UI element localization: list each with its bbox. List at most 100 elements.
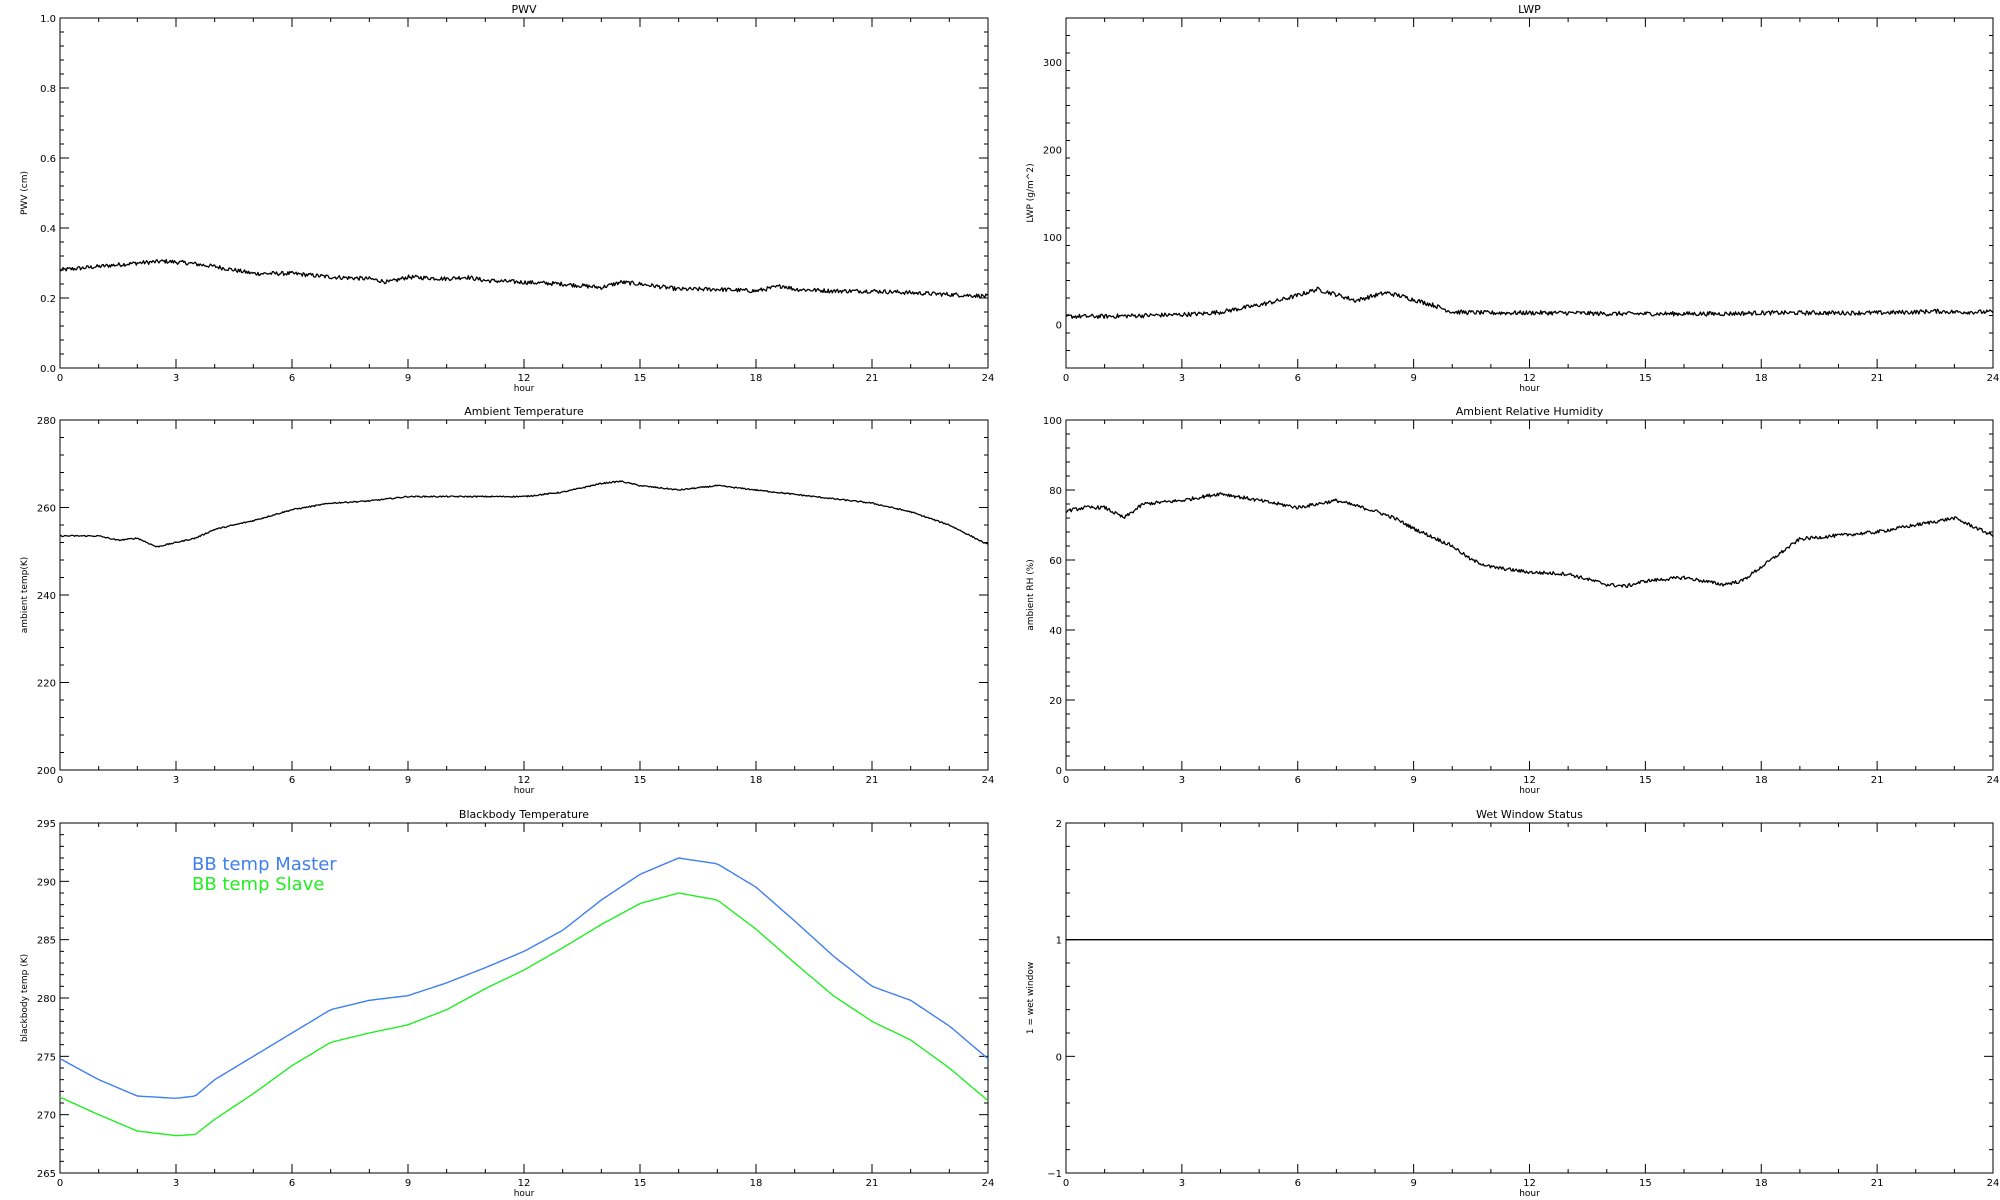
lwp-x-tick-label: 9 — [1410, 373, 1416, 384]
wet-window-status-x-tick-label: 3 — [1179, 1178, 1185, 1189]
wet-window-status-x-tick-label: 9 — [1410, 1178, 1416, 1189]
lwp-x-tick-label: 21 — [1871, 373, 1884, 384]
ambient-relative-humidity-x-tick-label: 3 — [1179, 775, 1185, 786]
pwv-x-tick-label: 0 — [57, 373, 63, 384]
lwp-plot-frame — [1065, 17, 1994, 369]
ambient-relative-humidity-x-tick-label: 12 — [1523, 775, 1536, 786]
ambient-relative-humidity-x-tick-label: 15 — [1639, 775, 1652, 786]
pwv-y-tick-label: 0.0 — [40, 364, 56, 375]
ambient-temperature-y-tick-label: 240 — [37, 591, 56, 602]
wet-window-status-plot-frame — [1065, 822, 1994, 1174]
pwv-x-tick-label: 6 — [289, 373, 295, 384]
lwp-x-tick-label: 3 — [1179, 373, 1185, 384]
lwp-title: LWP — [1518, 3, 1541, 16]
ambient-relative-humidity-y-axis-label: ambient RH (%) — [1026, 559, 1036, 631]
lwp-x-tick-label: 12 — [1523, 373, 1536, 384]
ambient-temperature-y-tick-label: 220 — [37, 679, 56, 690]
ambient-temperature-x-tick-label: 3 — [173, 775, 179, 786]
wet-window-status-x-tick-label: 18 — [1755, 1178, 1768, 1189]
pwv-y-tick-label: 1.0 — [40, 14, 56, 25]
ambient-temperature-chart: Ambient Temperature 0 3 6 9 12 15 18 21 24 hour 200… — [20, 405, 994, 796]
blackbody-temperature-x-tick-label: 9 — [405, 1178, 411, 1189]
pwv-plot-frame — [59, 17, 989, 369]
ambient-temperature-x-tick-label: 24 — [982, 775, 995, 786]
lwp-x-axis-label: hour — [1519, 384, 1540, 394]
pwv-y-tick-label: 0.8 — [40, 84, 56, 95]
ambient-relative-humidity-x-tick-label: 18 — [1755, 775, 1768, 786]
wet-window-status-y-tick-label: 2 — [1056, 819, 1062, 830]
blackbody-temperature-y-tick-label: 285 — [37, 936, 56, 947]
wet-window-status-y-tick-label: −1 — [1047, 1169, 1062, 1180]
lwp-y-tick-label: 0 — [1056, 320, 1062, 331]
blackbody-temperature-y-tick-label: 295 — [37, 819, 56, 830]
ambient-temperature-x-tick-label: 12 — [518, 775, 531, 786]
ambient-temperature-x-tick-label: 15 — [634, 775, 647, 786]
ambient-temperature-x-tick-label: 18 — [750, 775, 763, 786]
ambient-relative-humidity-title: Ambient Relative Humidity — [1456, 405, 1604, 418]
legend-entry-bb-temp-slave: BB temp Slave — [192, 874, 324, 895]
ambient-relative-humidity-y-tick-label: 80 — [1049, 486, 1062, 497]
lwp-y-tick-label: 200 — [1043, 145, 1062, 156]
ambient-relative-humidity-x-tick-label: 21 — [1871, 775, 1884, 786]
wet-window-status-title: Wet Window Status — [1476, 808, 1583, 821]
pwv-y-axis-label: PWV (cm) — [20, 171, 30, 215]
lwp-series-line — [1065, 286, 1994, 320]
blackbody-temperature-y-tick-label: 275 — [37, 1052, 56, 1063]
wet-window-status-x-tick-label: 6 — [1295, 1178, 1301, 1189]
blackbody-temperature-title: Blackbody Temperature — [459, 808, 589, 821]
blackbody-temperature-y-tick-label: 280 — [37, 994, 56, 1005]
ambient-temperature-series-line — [59, 480, 989, 548]
wet-window-status-y-tick-label: 0 — [1056, 1052, 1062, 1063]
ambient-relative-humidity-x-axis-label: hour — [1519, 786, 1540, 796]
wet-window-status-y-tick-label: 1 — [1056, 936, 1062, 947]
pwv-x-tick-label: 3 — [173, 373, 179, 384]
blackbody-temperature-x-tick-label: 15 — [634, 1178, 647, 1189]
ambient-temperature-title: Ambient Temperature — [464, 405, 584, 418]
pwv-y-tick-label: 0.4 — [40, 224, 56, 235]
blackbody-temperature-x-tick-label: 18 — [750, 1178, 763, 1189]
ambient-relative-humidity-y-tick-label: 60 — [1049, 556, 1062, 567]
ambient-temperature-x-axis-label: hour — [514, 786, 535, 796]
blackbody-temperature-x-tick-label: 24 — [982, 1178, 995, 1189]
ambient-temperature-y-tick-label: 200 — [37, 766, 56, 777]
blackbody-temperature-x-tick-label: 21 — [866, 1178, 879, 1189]
pwv-y-tick-label: 0.2 — [40, 294, 56, 305]
blackbody-temperature-y-tick-label: 290 — [37, 877, 56, 888]
ambient-temperature-x-tick-label: 6 — [289, 775, 295, 786]
blackbody-temperature-x-axis-label: hour — [514, 1189, 535, 1199]
ambient-temperature-plot-frame — [59, 419, 989, 771]
blackbody-temperature-chart: Blackbody Temperature 0 3 6 9 12 15 18 21 24 hour 2… — [20, 808, 994, 1199]
lwp-chart: LWP 0 3 6 9 12 15 18 21 24 hour 0 100 200 300 LWP (g/m^… — [1026, 3, 1999, 394]
pwv-y-tick-label: 0.6 — [40, 154, 56, 165]
pwv-title: PWV — [511, 3, 537, 16]
lwp-x-tick-label: 15 — [1639, 373, 1652, 384]
wet-window-status-x-tick-label: 15 — [1639, 1178, 1652, 1189]
ambient-temperature-x-tick-label: 9 — [405, 775, 411, 786]
lwp-y-tick-label: 300 — [1043, 58, 1062, 69]
pwv-x-tick-label: 9 — [405, 373, 411, 384]
pwv-x-tick-label: 21 — [866, 373, 879, 384]
ambient-relative-humidity-series-line — [1065, 492, 1994, 589]
pwv-x-tick-label: 12 — [518, 373, 531, 384]
ambient-relative-humidity-plot-frame — [1065, 419, 1994, 771]
lwp-y-axis-label: LWP (g/m^2) — [1026, 163, 1036, 222]
wet-window-status-y-axis-label: 1 = wet window — [1026, 962, 1036, 1034]
ambient-relative-humidity-x-tick-label: 6 — [1295, 775, 1301, 786]
wet-window-status-x-tick-label: 12 — [1523, 1178, 1536, 1189]
pwv-chart: PWV 0 3 6 9 12 15 18 21 24 hour 0.0 0.2 0.4 0.6 0.8 1.0 P… — [20, 3, 994, 394]
ambient-temperature-x-tick-label: 21 — [866, 775, 879, 786]
blackbody-temperature-series-line-bb-temp-master — [59, 857, 989, 1099]
blackbody-temperature-y-tick-label: 265 — [37, 1169, 56, 1180]
ambient-relative-humidity-y-tick-label: 20 — [1049, 696, 1062, 707]
ambient-relative-humidity-x-tick-label: 9 — [1410, 775, 1416, 786]
lwp-x-tick-label: 0 — [1063, 373, 1069, 384]
wet-window-status-x-tick-label: 0 — [1063, 1178, 1069, 1189]
pwv-series-line — [59, 258, 989, 299]
ambient-temperature-x-tick-label: 0 — [57, 775, 63, 786]
ambient-relative-humidity-x-tick-label: 24 — [1987, 775, 2000, 786]
pwv-x-tick-label: 15 — [634, 373, 647, 384]
lwp-y-tick-label: 100 — [1043, 233, 1062, 244]
pwv-x-tick-label: 18 — [750, 373, 763, 384]
